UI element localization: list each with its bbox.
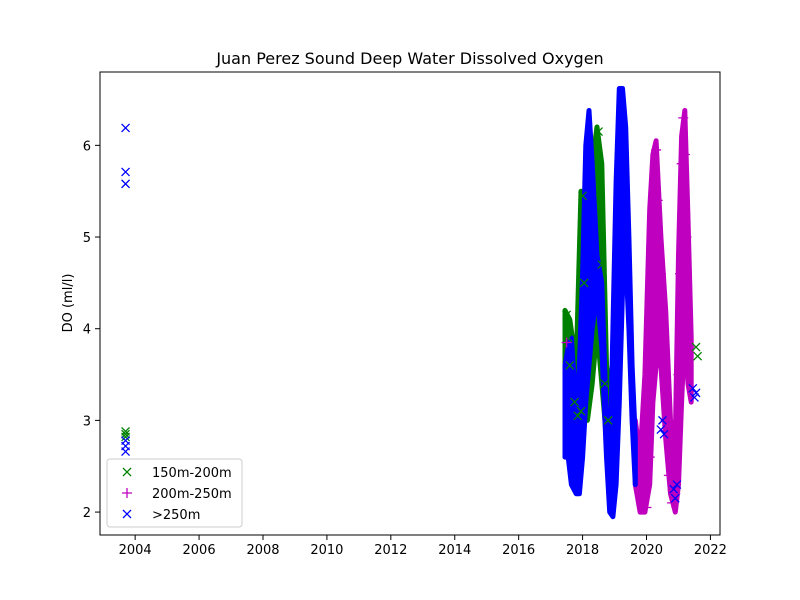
point-0-9	[578, 191, 588, 201]
legend-marker-1	[122, 488, 132, 498]
point-0-10	[579, 278, 589, 288]
point-1-4	[644, 452, 655, 463]
legend-marker-0	[122, 467, 132, 477]
x-tick-label-6: 2016	[502, 543, 535, 558]
point-2-14	[691, 388, 701, 398]
legend-label-1: 200m-250m	[152, 487, 232, 502]
point-2-11	[672, 480, 682, 490]
x-tick-label-4: 2012	[374, 543, 407, 558]
point-2-12	[688, 383, 698, 393]
point-2-8	[659, 429, 669, 439]
point-1-8	[652, 195, 663, 206]
axes: 2004 2006 2008 2010 2012 2014 2016 2018 2020 2022…	[83, 71, 727, 558]
x-tick-label-8: 2020	[630, 543, 663, 558]
y-tick-label-2: 4	[83, 323, 91, 338]
point-0-11	[594, 127, 604, 137]
point-1-10	[657, 342, 668, 353]
series-0	[121, 127, 703, 442]
point-1-12	[663, 470, 674, 481]
x-tick-label-0: 2004	[119, 543, 152, 558]
y-tick-label-1: 3	[83, 414, 91, 429]
point-1-19	[679, 149, 690, 160]
point-1-21	[683, 314, 694, 325]
point-1-7	[651, 144, 662, 155]
point-0-1	[121, 429, 131, 439]
point-0-14	[600, 379, 610, 389]
legend-label-0: 150m-200m	[152, 466, 232, 481]
point-0-15	[603, 415, 613, 425]
x-tick-label-3: 2010	[310, 543, 343, 558]
point-1-9	[655, 268, 666, 279]
point-1-18	[678, 112, 689, 123]
point-0-13	[597, 260, 607, 269]
point-0-12	[595, 186, 605, 196]
series-2	[121, 123, 701, 503]
point-1-16	[675, 268, 686, 279]
point-0-5	[565, 360, 575, 370]
point-1-22	[684, 342, 695, 353]
point-1-3	[641, 502, 652, 513]
x-tick-label-9: 2022	[694, 543, 727, 558]
y-tick-label-0: 2	[83, 506, 91, 521]
plot-frame	[99, 71, 721, 536]
plot-area	[121, 86, 703, 520]
point-0-6	[570, 397, 580, 407]
point-1-0	[561, 337, 572, 348]
point-2-2	[121, 179, 131, 189]
point-1-15	[673, 369, 684, 380]
point-2-10	[670, 493, 680, 503]
point-1-20	[681, 232, 692, 243]
point-0-17	[693, 351, 703, 361]
legend: 150m-200m 200m-250m >250m	[106, 458, 243, 528]
point-0-16	[691, 342, 701, 352]
point-0-8	[576, 406, 586, 416]
point-1-13	[667, 497, 678, 508]
point-0-2	[121, 432, 131, 442]
chart-title: Juan Perez Sound Deep Water Dissolved Ox…	[215, 49, 603, 68]
point-1-5	[646, 342, 657, 353]
point-2-1	[121, 167, 131, 177]
x-tick-label-1: 2006	[183, 543, 216, 558]
point-0-7	[573, 411, 583, 421]
x-tick-label-2: 2008	[246, 543, 279, 558]
y-tick-label-4: 6	[83, 139, 91, 154]
legend-label-2: >250m	[152, 508, 200, 523]
legend-box	[106, 458, 243, 528]
x-tick-label-5: 2014	[438, 543, 471, 558]
point-1-6	[647, 213, 658, 224]
point-2-7	[658, 415, 667, 425]
legend-marker-2	[122, 509, 132, 519]
point-2-0	[121, 123, 131, 133]
point-1-17	[676, 158, 687, 169]
point-0-4	[563, 333, 573, 343]
point-0-3	[562, 310, 572, 320]
point-2-6	[656, 425, 666, 435]
point-2-9	[669, 484, 679, 494]
x-tick-label-7: 2018	[566, 543, 599, 558]
band-1	[632, 108, 694, 515]
y-tick-label-3: 5	[83, 231, 91, 246]
y-axis-label: DO (ml/l)	[61, 274, 76, 333]
point-1-1	[635, 484, 646, 495]
point-2-5	[121, 447, 131, 457]
